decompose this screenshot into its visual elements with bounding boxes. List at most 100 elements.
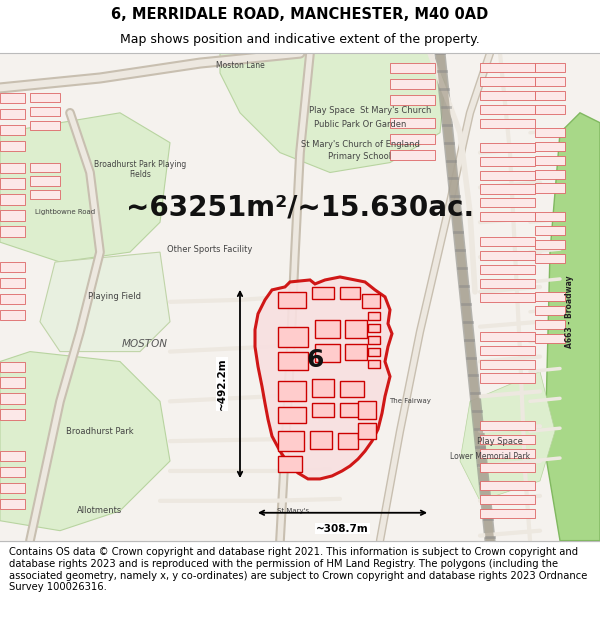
Bar — [390, 118, 435, 128]
Bar — [0, 162, 25, 173]
Bar — [345, 344, 367, 359]
Bar — [278, 408, 306, 423]
Bar — [315, 320, 340, 338]
Bar — [368, 336, 380, 344]
Bar — [30, 107, 60, 116]
Bar — [480, 91, 535, 100]
Bar — [0, 211, 25, 221]
Text: The Fairway: The Fairway — [389, 398, 431, 404]
Bar — [480, 332, 535, 341]
Bar — [30, 162, 60, 172]
Bar — [338, 433, 358, 449]
Bar — [30, 176, 60, 186]
Text: 6: 6 — [307, 348, 323, 371]
Bar — [535, 91, 565, 100]
Bar — [278, 381, 306, 401]
Text: Moston Lane: Moston Lane — [215, 61, 265, 69]
Bar — [315, 344, 340, 361]
Bar — [0, 109, 25, 119]
Bar — [480, 251, 535, 260]
Bar — [480, 279, 535, 288]
Text: ~492.2m: ~492.2m — [217, 357, 227, 410]
Text: MOSTON: MOSTON — [122, 339, 168, 349]
Bar — [535, 63, 565, 72]
Bar — [0, 467, 25, 478]
Text: Lower Memorial Park: Lower Memorial Park — [450, 451, 530, 461]
Bar — [0, 226, 25, 237]
Text: Contains OS data © Crown copyright and database right 2021. This information is : Contains OS data © Crown copyright and d… — [9, 548, 587, 592]
Text: A663 - Broadway: A663 - Broadway — [566, 276, 575, 348]
Bar — [30, 93, 60, 102]
Bar — [480, 463, 535, 472]
Bar — [0, 179, 25, 189]
Bar — [390, 149, 435, 160]
Bar — [480, 265, 535, 274]
Bar — [0, 125, 25, 135]
Bar — [358, 423, 376, 439]
Text: Broadhurst Park: Broadhurst Park — [66, 427, 134, 436]
Bar — [480, 119, 535, 128]
Bar — [480, 481, 535, 490]
Text: ~63251m²/~15.630ac.: ~63251m²/~15.630ac. — [126, 193, 474, 221]
Polygon shape — [0, 113, 170, 262]
Bar — [0, 361, 25, 372]
Text: 6, MERRIDALE ROAD, MANCHESTER, M40 0AD: 6, MERRIDALE ROAD, MANCHESTER, M40 0AD — [112, 8, 488, 22]
Bar — [480, 213, 535, 221]
Bar — [480, 63, 535, 72]
Bar — [0, 310, 25, 320]
Bar — [312, 379, 334, 398]
Bar — [535, 142, 565, 151]
Bar — [30, 191, 60, 199]
Bar — [0, 294, 25, 304]
Bar — [535, 240, 565, 249]
Bar — [0, 262, 25, 272]
Bar — [535, 127, 565, 137]
Bar — [390, 63, 435, 73]
Bar — [358, 401, 376, 419]
Bar — [0, 451, 25, 461]
Bar — [535, 306, 565, 315]
Bar — [362, 294, 380, 308]
Bar — [535, 292, 565, 301]
Bar — [278, 431, 304, 451]
Bar — [480, 184, 535, 194]
Bar — [0, 278, 25, 288]
Bar — [480, 171, 535, 179]
Text: Map shows position and indicative extent of the property.: Map shows position and indicative extent… — [120, 33, 480, 46]
Bar — [278, 352, 308, 369]
Bar — [535, 77, 565, 86]
Bar — [0, 409, 25, 419]
Bar — [480, 293, 535, 302]
Bar — [480, 359, 535, 369]
Bar — [535, 156, 565, 164]
Bar — [368, 324, 380, 332]
Polygon shape — [545, 113, 600, 541]
Bar — [340, 287, 360, 299]
Bar — [30, 121, 60, 130]
Bar — [480, 77, 535, 86]
Bar — [390, 134, 435, 144]
Bar — [480, 421, 535, 430]
Bar — [480, 435, 535, 444]
Bar — [480, 374, 535, 382]
Bar — [535, 334, 565, 342]
Bar — [312, 403, 334, 418]
Bar — [368, 359, 380, 368]
Text: Primary School: Primary School — [328, 152, 392, 161]
Bar — [340, 381, 364, 398]
Bar — [480, 157, 535, 166]
Text: Public Park Or Garden: Public Park Or Garden — [314, 120, 406, 129]
Bar — [480, 346, 535, 354]
Polygon shape — [460, 371, 555, 501]
Polygon shape — [40, 252, 170, 352]
Bar — [368, 312, 380, 320]
Bar — [480, 237, 535, 246]
Bar — [368, 348, 380, 356]
Bar — [480, 142, 535, 152]
Bar — [480, 449, 535, 458]
Bar — [312, 287, 334, 299]
Bar — [0, 194, 25, 205]
Text: Fields: Fields — [129, 170, 151, 179]
Bar — [480, 495, 535, 504]
Polygon shape — [0, 352, 170, 531]
